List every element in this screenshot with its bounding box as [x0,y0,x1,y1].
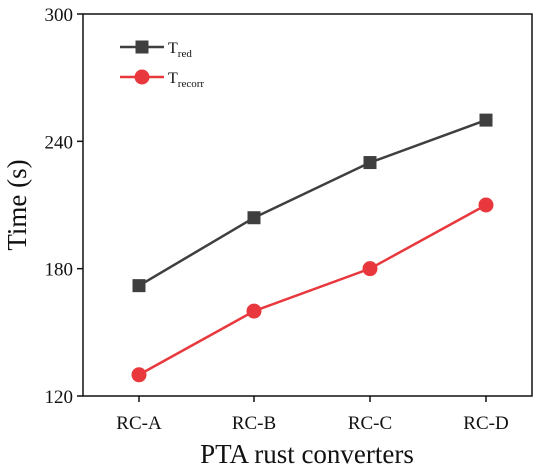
legend-marker-circle [134,69,150,85]
series-line [138,203,487,376]
x-axis-title: PTA rust converters [200,439,414,469]
series-line [138,118,487,287]
series-recorr [131,197,494,383]
x-tick-label: RC-D [463,413,508,434]
y-tick-label: 120 [45,387,74,408]
data-point-circle [478,197,494,213]
data-point-square [479,113,493,127]
x-tick-label: RC-C [348,413,392,434]
data-point-circle [131,367,147,383]
legend-entry: Trecorr [120,69,204,90]
data-point-square [132,279,146,293]
legend: Tred Trecorr [120,40,204,90]
x-tick-label: RC-A [116,413,162,434]
x-tick-label: RC-B [232,413,276,434]
legend-label: Trecorr [168,70,204,90]
data-point-circle [246,303,262,319]
axis-ticks: 120 180 240 300 RC-A RC-B RC-C RC-D [45,5,509,434]
y-tick-label: 180 [45,260,74,281]
series-red [132,113,493,293]
y-tick-label: 300 [45,5,74,26]
y-axis-title: Time (s) [2,159,32,250]
y-tick-label: 240 [45,132,74,153]
data-point-square [247,211,261,225]
data-point-circle [362,261,378,277]
series-group [131,113,494,383]
plot-frame [82,13,533,397]
legend-label: Tred [168,40,192,60]
legend-entry: Tred [120,40,192,60]
legend-marker-square [135,40,149,54]
data-point-square [363,156,377,170]
